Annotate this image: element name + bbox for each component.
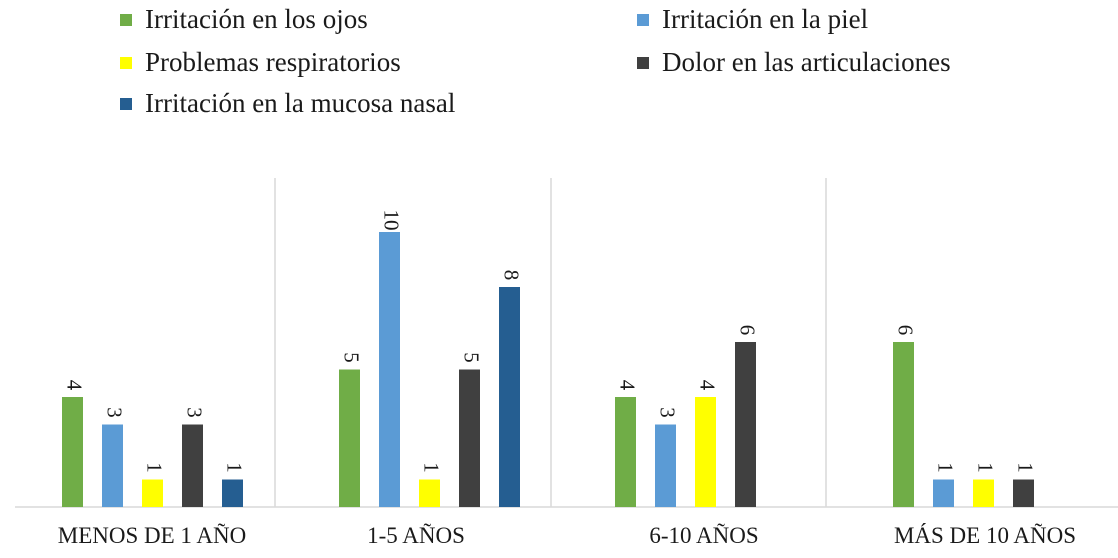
data-label: 1 bbox=[974, 462, 998, 473]
legend-swatch bbox=[120, 57, 132, 69]
data-label: 3 bbox=[656, 407, 680, 418]
data-label: 10 bbox=[380, 210, 404, 231]
data-label: 1 bbox=[420, 462, 444, 473]
legend-swatch bbox=[637, 14, 649, 26]
data-label: 3 bbox=[183, 407, 207, 418]
data-label: 6 bbox=[736, 325, 760, 336]
data-label: 1 bbox=[143, 462, 167, 473]
bar-problemas-respiratorios-6-10-anos bbox=[695, 397, 716, 507]
bar-irritacion-en-los-ojos-1-5-anos bbox=[339, 369, 360, 507]
legend-item-problemas-respiratorios: Problemas respiratorios bbox=[120, 47, 401, 77]
legend-label: Irritación en la piel bbox=[662, 4, 868, 34]
category-label-menos-de-1-ano: MENOS DE 1 AÑO bbox=[58, 523, 246, 548]
legend-label: Irritación en los ojos bbox=[145, 4, 368, 34]
legend-swatch bbox=[637, 57, 649, 69]
legend-swatch bbox=[120, 14, 132, 26]
data-label: 4 bbox=[63, 380, 87, 391]
data-label: 3 bbox=[103, 407, 127, 418]
legend-swatch bbox=[120, 98, 132, 110]
data-label: 1 bbox=[934, 462, 958, 473]
bar-dolor-en-las-articulaciones-mas-de-10-anos bbox=[1013, 479, 1034, 507]
legend-label: Irritación en la mucosa nasal bbox=[145, 88, 455, 118]
category-labels: MENOS DE 1 AÑO 1-5 AÑOS 6-10 AÑOS MÁS DE 10… bbox=[58, 523, 1076, 548]
bar-dolor-en-las-articulaciones-6-10-anos bbox=[735, 342, 756, 507]
category-separators bbox=[274, 178, 827, 507]
bar-irritacion-en-los-ojos-mas-de-10-anos bbox=[893, 342, 914, 507]
legend-item-irritacion-en-la-mucosa-nasal: Irritación en la mucosa nasal bbox=[120, 88, 455, 118]
bar-problemas-respiratorios-mas-de-10-anos bbox=[973, 479, 994, 507]
legend-item-irritacion-en-los-ojos: Irritación en los ojos bbox=[120, 4, 368, 34]
data-label: 4 bbox=[696, 380, 720, 391]
legend-label: Dolor en las articulaciones bbox=[662, 47, 951, 77]
bar-irritacion-en-la-piel-menos-de-1-ano bbox=[102, 424, 123, 507]
data-label: 1 bbox=[223, 462, 247, 473]
data-label: 8 bbox=[500, 270, 524, 281]
category-label-mas-de-10-anos: MÁS DE 10 AÑOS bbox=[894, 523, 1076, 548]
data-label: 5 bbox=[460, 352, 484, 363]
bar-irritacion-en-los-ojos-6-10-anos bbox=[615, 397, 636, 507]
data-label: 1 bbox=[1014, 462, 1038, 473]
bar-irritacion-en-la-piel-mas-de-10-anos bbox=[933, 479, 954, 507]
legend-item-irritacion-en-la-piel: Irritación en la piel bbox=[637, 4, 868, 34]
bar-irritacion-en-la-mucosa-nasal-menos-de-1-ano bbox=[222, 479, 243, 507]
legend-item-dolor-en-las-articulaciones: Dolor en las articulaciones bbox=[637, 47, 951, 77]
category-label-6-10-anos: 6-10 AÑOS bbox=[649, 523, 758, 548]
bar-irritacion-en-la-piel-1-5-anos bbox=[379, 232, 400, 507]
category-label-1-5-anos: 1-5 AÑOS bbox=[367, 523, 465, 548]
bar-irritacion-en-la-mucosa-nasal-1-5-anos bbox=[499, 287, 520, 507]
data-label: 5 bbox=[340, 352, 364, 363]
bar-problemas-respiratorios-menos-de-1-ano bbox=[142, 479, 163, 507]
data-label: 6 bbox=[894, 325, 918, 336]
bars bbox=[62, 232, 1034, 507]
bar-problemas-respiratorios-1-5-anos bbox=[419, 479, 440, 507]
legend: Irritación en los ojos Irritación en la p… bbox=[120, 4, 951, 118]
bar-irritacion-en-la-piel-6-10-anos bbox=[655, 424, 676, 507]
bar-irritacion-en-los-ojos-menos-de-1-ano bbox=[62, 397, 83, 507]
bar-dolor-en-las-articulaciones-menos-de-1-ano bbox=[182, 424, 203, 507]
bar-dolor-en-las-articulaciones-1-5-anos bbox=[459, 369, 480, 507]
data-label: 4 bbox=[616, 380, 640, 391]
legend-label: Problemas respiratorios bbox=[145, 47, 401, 77]
